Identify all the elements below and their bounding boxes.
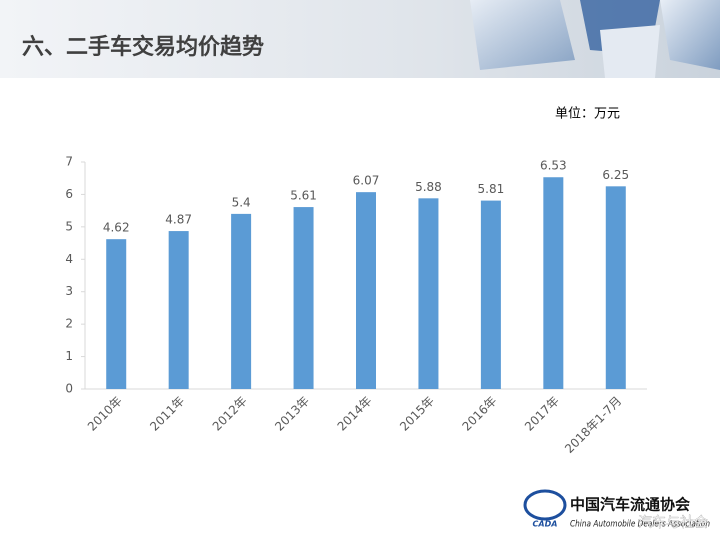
data-label: 5.61	[290, 189, 317, 203]
data-label: 5.81	[478, 182, 505, 196]
y-tick-label: 2	[65, 317, 73, 331]
data-label: 6.53	[540, 159, 567, 173]
data-label: 6.07	[353, 174, 380, 188]
y-tick-label: 4	[65, 252, 73, 266]
x-tick-label: 2017年	[522, 394, 562, 434]
x-tick-label: 2010年	[85, 394, 125, 434]
bar	[418, 198, 439, 389]
slide-title: 六、二手车交易均价趋势	[22, 34, 264, 60]
logo-abbr: CADA	[533, 520, 558, 529]
data-label: 4.87	[165, 213, 192, 227]
unit-label: 单位：万元	[555, 107, 620, 122]
x-tick-label: 2015年	[397, 394, 437, 434]
header-decoration	[470, 0, 720, 78]
bar	[293, 207, 314, 389]
y-tick-label: 0	[65, 382, 73, 396]
logo-name: 中国汽车流通协会	[570, 496, 690, 514]
data-label: 4.62	[103, 221, 130, 235]
bar	[356, 192, 376, 389]
x-tick-label: 2014年	[335, 394, 375, 434]
x-tick-label: 2018年1-7月	[562, 394, 624, 456]
y-tick-label: 6	[65, 187, 73, 201]
data-label: 6.25	[602, 168, 629, 182]
x-tick-label: 2012年	[210, 394, 250, 434]
bar	[106, 239, 127, 389]
x-tick-label: 2011年	[147, 394, 187, 434]
bar	[543, 177, 564, 389]
bar	[480, 200, 501, 389]
y-tick-label: 3	[65, 284, 73, 298]
bar	[231, 213, 252, 389]
watermark: 汽车与社会	[638, 514, 708, 531]
logo-english: China Automobile Dealers Association	[570, 520, 710, 530]
bar	[605, 186, 626, 389]
data-label: 5.88	[415, 180, 442, 194]
x-tick-label: 2013年	[272, 394, 312, 434]
y-tick-label: 5	[65, 219, 73, 233]
bar	[168, 231, 189, 389]
x-tick-label: 2016年	[460, 394, 500, 434]
y-tick-label: 7	[65, 155, 73, 169]
logo: CADA 中国汽车流通协会 China Automobile Dealers A…	[523, 489, 710, 530]
data-label: 5.4	[232, 195, 251, 209]
y-tick-label: 1	[65, 349, 73, 363]
